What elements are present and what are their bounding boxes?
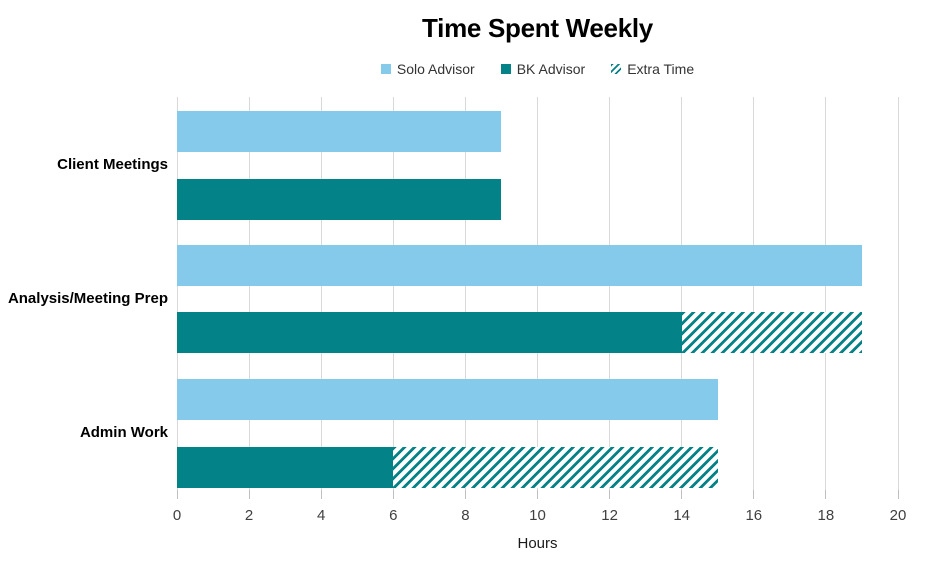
gridline	[537, 97, 538, 490]
x-tick-label: 2	[244, 507, 254, 524]
x-tick-label: 0	[172, 507, 182, 524]
plot-area	[176, 97, 899, 490]
axis-tick-mark	[753, 490, 755, 499]
gridline	[681, 97, 683, 490]
bar-solo-advisor	[177, 111, 502, 152]
legend-label-bk-advisor: BK Advisor	[516, 61, 586, 77]
axis-tick-mark	[176, 490, 178, 499]
axis-tick-mark	[537, 490, 538, 499]
gridline	[825, 97, 827, 490]
gridline	[464, 97, 466, 490]
solo-advisor-swatch-icon	[380, 64, 391, 74]
axis-tick-mark	[248, 490, 250, 499]
bar-bk-advisor	[177, 312, 682, 353]
legend-item-extra-time: Extra Time	[611, 61, 694, 77]
extra-time-hatch-swatch-icon	[611, 64, 622, 74]
x-tick-label: 4	[317, 507, 326, 524]
category-label: Client Meetings	[57, 156, 168, 173]
gridline	[753, 97, 755, 490]
axis-tick-mark	[609, 490, 611, 499]
legend: Solo Advisor BK Advisor Extra Time	[177, 59, 898, 79]
x-tick-label: 6	[389, 507, 398, 524]
x-tick-label: 8	[461, 507, 470, 524]
category-label: Admin Work	[79, 424, 168, 441]
x-tick-label: 14	[673, 507, 691, 524]
x-tick-label: 16	[745, 507, 763, 524]
x-tick-label: 18	[817, 507, 835, 524]
chart-title: Time Spent Weekly	[422, 13, 653, 43]
legend-label-extra-time: Extra Time	[627, 61, 695, 77]
gridline	[176, 97, 178, 490]
x-tick-label: 20	[889, 507, 907, 524]
bk-advisor-swatch-icon	[500, 64, 511, 74]
category-label: Analysis/Meeting Prep	[7, 290, 168, 307]
legend-item-solo-advisor: Solo Advisor	[380, 61, 475, 77]
axis-tick-mark	[392, 490, 394, 499]
bar-bk-advisor	[177, 179, 502, 220]
bar-solo-advisor	[177, 379, 718, 420]
bar-solo-advisor	[177, 245, 862, 286]
axis-tick-mark	[681, 490, 683, 499]
gridline	[897, 97, 899, 490]
axis-tick-mark	[464, 490, 466, 499]
legend-label-solo-advisor: Solo Advisor	[396, 61, 475, 77]
x-tick-label: 12	[601, 507, 618, 524]
bar-extra-time	[393, 447, 718, 488]
bar-extra-time	[681, 312, 862, 353]
x-tick-label: 10	[529, 507, 546, 524]
x-axis-title: Hours	[517, 535, 558, 552]
gridline	[392, 97, 394, 490]
gridline	[609, 97, 611, 490]
legend-item-bk-advisor: BK Advisor	[500, 61, 586, 77]
axis-tick-mark	[320, 490, 322, 499]
axis-tick-mark	[897, 490, 899, 499]
gridline	[320, 97, 322, 490]
gridline	[248, 97, 250, 490]
axis-tick-mark	[825, 490, 827, 499]
bar-bk-advisor	[177, 447, 394, 488]
